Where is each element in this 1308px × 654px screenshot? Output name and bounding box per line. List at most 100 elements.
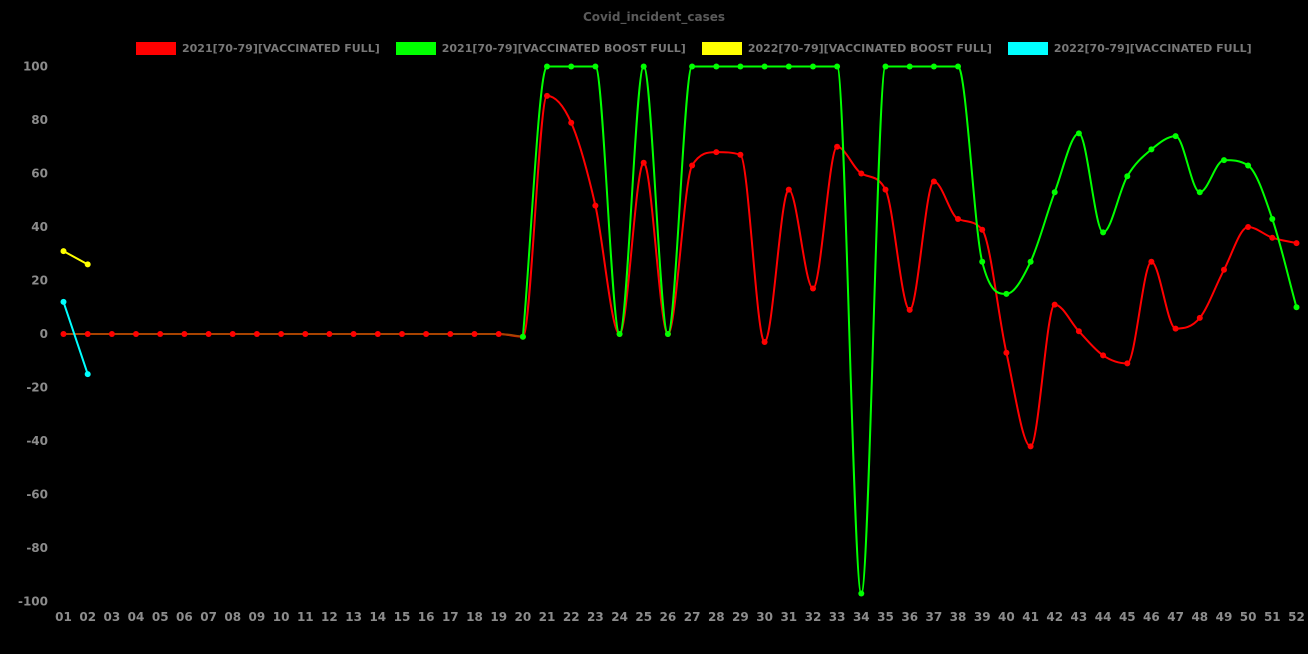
data-point (1027, 443, 1034, 450)
series-line-2021-70-79-vaccinated-full (62, 94, 1298, 448)
x-tick-label: 28 (708, 610, 725, 624)
x-tick-label: 30 (756, 610, 773, 624)
x-tick-label: 36 (901, 610, 918, 624)
series-line-2022-70-79-vaccinated-full (62, 300, 89, 376)
x-tick-label: 50 (1240, 610, 1257, 624)
chart-title: Covid_incident_cases (582, 10, 726, 24)
x-tick-label: 31 (780, 610, 797, 624)
data-point (906, 63, 913, 70)
data-point (858, 590, 865, 597)
y-tick-label: -60 (26, 488, 48, 502)
data-point (664, 331, 671, 337)
series-lines (62, 65, 1298, 595)
x-tick-label: 49 (1216, 610, 1233, 624)
data-point (979, 226, 986, 233)
data-point (108, 331, 115, 337)
data-point (568, 119, 575, 126)
y-tick-label: 40 (31, 220, 48, 234)
data-point (544, 63, 550, 70)
data-point (1196, 314, 1203, 321)
x-tick-label: 04 (128, 610, 145, 624)
x-tick-label: 37 (926, 610, 943, 624)
x-tick-label: 32 (805, 610, 822, 624)
y-tick-label: 60 (31, 167, 48, 181)
series-line-2022-70-79-vaccinated-boost-full (62, 250, 89, 266)
x-tick-label: 08 (224, 610, 241, 624)
x-tick-label: 10 (273, 610, 290, 624)
data-point (374, 331, 381, 337)
data-point (761, 63, 768, 70)
legend-item-2021-vaccinated-boost-full[interactable]: 2021[70-79][VACCINATED BOOST FULL] (395, 42, 686, 55)
data-point (1075, 130, 1082, 137)
markers-2022-70-79-vaccinated-full (60, 298, 91, 378)
data-point (1003, 349, 1010, 356)
data-point (1172, 133, 1179, 140)
legend-label: 2022[70-79][VACCINATED FULL] (1053, 42, 1252, 55)
x-tick-label: 34 (853, 610, 870, 624)
data-point (1293, 240, 1300, 247)
x-tick-label: 21 (539, 610, 556, 624)
data-point (544, 92, 550, 99)
markers-2021-70-79-vaccinated-full (60, 92, 1300, 450)
data-point (495, 331, 502, 337)
data-point (568, 63, 575, 70)
x-tick-label: 01 (55, 610, 72, 624)
data-point (713, 63, 720, 70)
markers-2021-70-79-vaccinated-boost-full (519, 63, 1300, 597)
data-point (810, 285, 816, 292)
x-tick-label: 39 (974, 610, 991, 624)
data-point (84, 371, 91, 378)
x-tick-label: 26 (660, 610, 677, 624)
data-point (955, 216, 961, 222)
data-point (423, 331, 430, 337)
data-point (1027, 258, 1034, 265)
x-tick-label: 35 (877, 610, 894, 624)
x-tick-label: 47 (1167, 610, 1184, 624)
data-point (689, 162, 696, 169)
x-tick-label: 05 (152, 610, 169, 624)
legend-swatch-yellow (701, 42, 742, 55)
data-point (1196, 189, 1203, 196)
x-tick-label: 24 (611, 610, 628, 624)
x-tick-label: 09 (249, 610, 266, 624)
y-tick-label: -80 (26, 541, 48, 555)
legend-swatch-green (395, 42, 436, 55)
x-tick-label: 45 (1119, 610, 1136, 624)
data-point (737, 151, 744, 158)
data-point (253, 331, 260, 337)
data-point (60, 248, 67, 255)
legend-item-2022-vaccinated-full[interactable]: 2022[70-79][VACCINATED FULL] (1007, 42, 1252, 55)
series-line-2021-70-79-vaccinated-boost-full (521, 65, 1298, 595)
x-tick-label: 19 (490, 610, 507, 624)
data-point (471, 331, 478, 337)
legend-item-2021-vaccinated-full[interactable]: 2021[70-79][VACCINATED FULL] (136, 42, 380, 55)
data-point (1148, 146, 1155, 153)
data-point (1172, 325, 1179, 332)
y-tick-label: -100 (18, 595, 48, 609)
data-point (1075, 328, 1082, 335)
data-point (761, 339, 768, 345)
x-tick-label: 12 (321, 610, 338, 624)
data-point (1051, 189, 1058, 196)
data-point (1221, 266, 1227, 273)
data-point (1100, 352, 1107, 359)
data-point (713, 149, 720, 156)
y-axis-tick-labels: 100 80 60 40 20 0 -20 -40 -60 -80 -100 (18, 60, 48, 609)
data-point (979, 258, 986, 265)
data-point (84, 331, 91, 337)
x-tick-label: 25 (635, 610, 652, 624)
data-point (592, 202, 599, 209)
x-tick-label: 38 (950, 610, 967, 624)
x-tick-label: 02 (79, 610, 96, 624)
data-point (810, 63, 816, 70)
data-point (519, 333, 526, 340)
x-tick-label: 43 (1071, 610, 1088, 624)
x-tick-label: 48 (1191, 610, 1208, 624)
data-point (1124, 360, 1131, 367)
legend-item-2022-vaccinated-boost-full[interactable]: 2022[70-79][VACCINATED BOOST FULL] (701, 42, 992, 55)
x-tick-label: 29 (732, 610, 749, 624)
data-point (689, 63, 696, 70)
x-tick-label: 17 (442, 610, 459, 624)
data-point (930, 178, 937, 185)
data-point (181, 331, 188, 337)
